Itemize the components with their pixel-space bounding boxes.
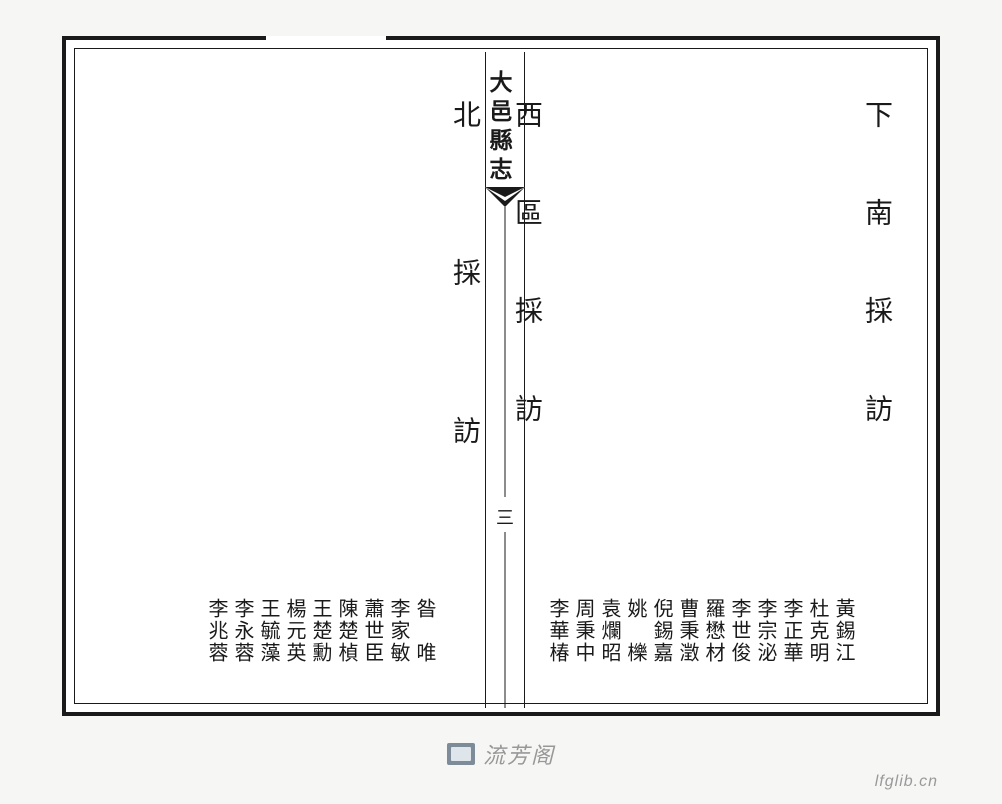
name-entry: 李永蓉 bbox=[228, 598, 257, 688]
section-heading-xia-nan: 下南採訪 bbox=[856, 100, 896, 580]
name-entry: 李宗泌 bbox=[751, 598, 780, 688]
name-entry: 楊元英 bbox=[280, 598, 309, 688]
name-entry: 袁爛昭 bbox=[595, 598, 624, 688]
fishtail-icon bbox=[485, 187, 525, 207]
name-entry: 李世俊 bbox=[725, 598, 754, 688]
name-entry: 倪錫嘉 bbox=[647, 598, 676, 688]
watermark-url: lfglib.cn bbox=[875, 773, 938, 791]
name-entry: 黃錫江 bbox=[829, 598, 858, 688]
name-entry: 昝 唯 bbox=[410, 598, 439, 688]
name-entry: 杜克明 bbox=[803, 598, 832, 688]
spine-page-number: 三 bbox=[485, 504, 525, 530]
name-entry: 姚 櫟 bbox=[621, 598, 650, 688]
book-icon bbox=[447, 743, 475, 765]
spine-title: 大邑縣志 bbox=[495, 70, 515, 186]
spine-fold-line bbox=[505, 532, 506, 708]
name-entry: 蕭世臣 bbox=[358, 598, 387, 688]
name-entry: 陳楚楨 bbox=[332, 598, 361, 688]
book-spread: 下南採訪 黃錫江 杜克明 李正華 李宗泌 李世俊 羅懋材 曹秉澂 倪錫嘉 姚 櫟… bbox=[62, 36, 940, 716]
spine-fold-line bbox=[505, 207, 506, 497]
spine: 大邑縣志 三 bbox=[485, 52, 525, 708]
spine-rule bbox=[524, 52, 525, 708]
watermark: 流芳阁 bbox=[447, 738, 555, 770]
name-entry: 王毓藻 bbox=[254, 598, 283, 688]
name-entry: 李家敏 bbox=[384, 598, 413, 688]
name-entry: 李華椿 bbox=[543, 598, 572, 688]
watermark-text: 流芳阁 bbox=[483, 738, 555, 770]
name-entry: 李兆蓉 bbox=[202, 598, 231, 688]
name-entry: 羅懋材 bbox=[699, 598, 728, 688]
section-heading-bei: 北採訪 bbox=[444, 100, 484, 580]
name-entry: 周秉中 bbox=[569, 598, 598, 688]
name-entry: 曹秉澂 bbox=[673, 598, 702, 688]
name-entry: 李正華 bbox=[777, 598, 806, 688]
name-entry: 王楚勳 bbox=[306, 598, 335, 688]
